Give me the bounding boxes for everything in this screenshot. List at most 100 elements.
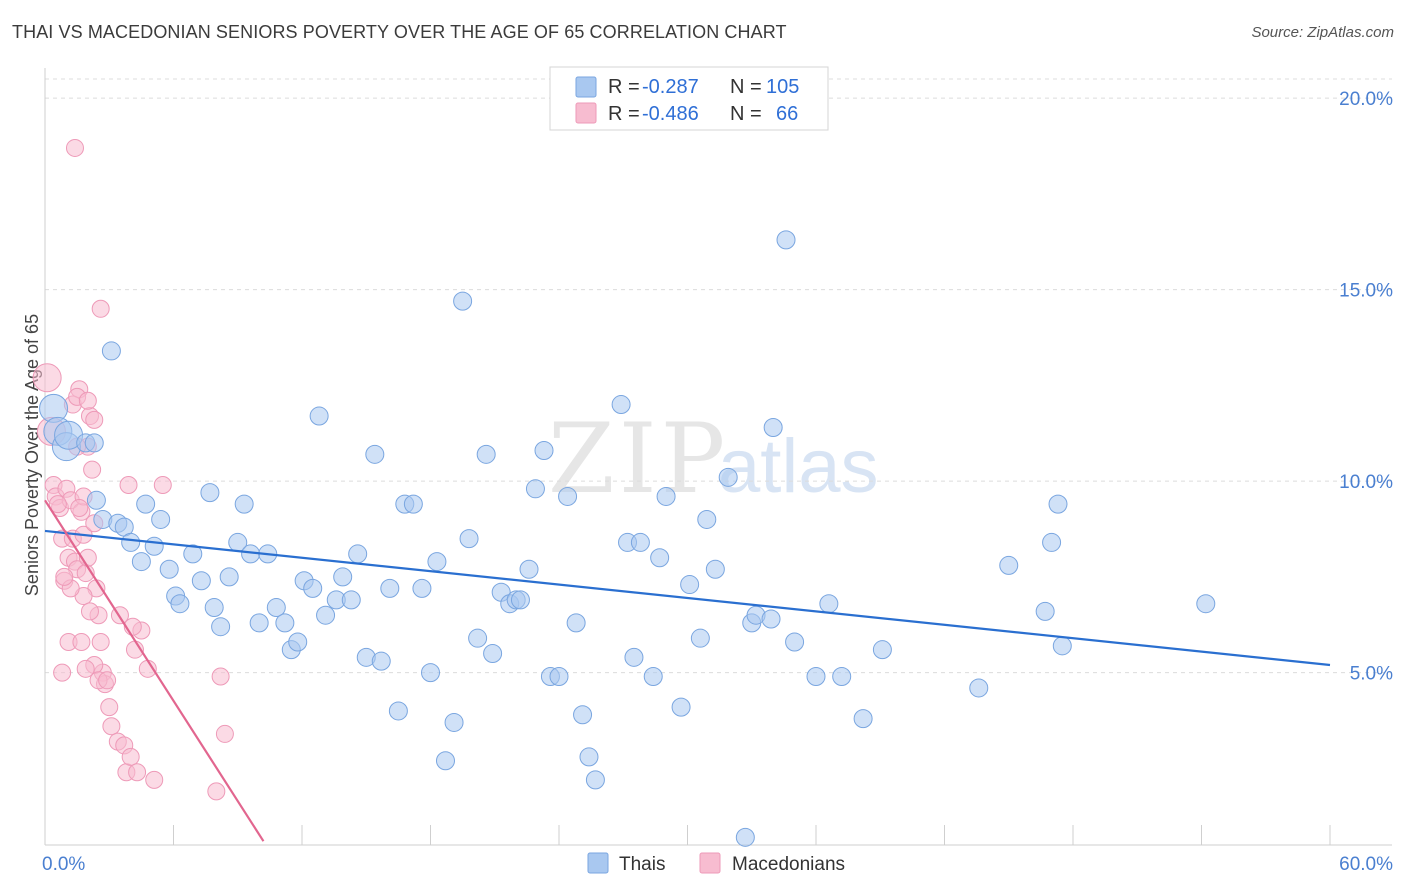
thais-point-98 xyxy=(999,555,1019,575)
thais-point-5 xyxy=(101,341,121,361)
thais-point-68 xyxy=(566,613,586,633)
thais-points xyxy=(39,230,1216,847)
macedonians-point-54 xyxy=(211,667,230,686)
macedonians-point-37 xyxy=(98,671,117,690)
thais-point-36 xyxy=(316,605,336,625)
thais-point-40 xyxy=(348,544,368,564)
thais-point-27 xyxy=(249,613,269,633)
legend-macedonians-r-label: R = xyxy=(608,103,640,125)
macedonians-point-0 xyxy=(32,363,62,393)
trend-lines xyxy=(44,499,1331,842)
macedonians-point-31 xyxy=(85,410,104,429)
thais-point-38 xyxy=(333,567,353,587)
macedonians-points xyxy=(32,138,234,801)
macedonians-point-64 xyxy=(76,659,95,678)
legend-bottom-macedonians-label: Macedonians xyxy=(732,854,845,875)
thais-point-34 xyxy=(303,578,323,598)
thais-point-100 xyxy=(1042,532,1062,552)
thais-point-92 xyxy=(806,666,826,686)
watermark-zip: ZIP xyxy=(548,403,729,515)
legend-thais-n-label: N = xyxy=(730,76,762,98)
macedonians-point-29 xyxy=(65,138,84,157)
thais-point-69 xyxy=(573,705,593,725)
thais-point-15 xyxy=(159,559,179,579)
thais-point-10 xyxy=(121,532,141,552)
thais-point-85 xyxy=(735,827,755,847)
thais-point-67 xyxy=(558,486,578,506)
macedonians-point-23 xyxy=(91,633,110,652)
thais-point-84 xyxy=(718,467,738,487)
thais-point-80 xyxy=(680,575,700,595)
legend-top: R = -0.287 N = 105 R = -0.486 N = 66 xyxy=(549,66,829,131)
watermark-atlas: atlas xyxy=(718,424,879,509)
thais-point-43 xyxy=(371,651,391,671)
thais-point-82 xyxy=(697,509,717,529)
y-tick-label-5: 5.0% xyxy=(1350,664,1393,685)
legend-bottom-macedonians-swatch xyxy=(699,852,721,874)
thais-point-74 xyxy=(624,647,644,667)
thais-point-93 xyxy=(819,594,839,614)
macedonians-point-61 xyxy=(53,663,72,682)
thais-point-51 xyxy=(435,751,455,771)
thais-point-61 xyxy=(510,590,530,610)
thais-point-77 xyxy=(650,548,670,568)
macedonians-point-32 xyxy=(91,299,110,318)
thais-point-96 xyxy=(872,640,892,660)
thais-point-81 xyxy=(690,628,710,648)
thais-point-17 xyxy=(170,594,190,614)
thais-point-79 xyxy=(671,697,691,717)
thais-point-83 xyxy=(705,559,725,579)
y-tick-label-10: 10.0% xyxy=(1339,472,1393,493)
legend-macedonians-r-value: -0.486 xyxy=(642,103,699,125)
thais-point-52 xyxy=(444,712,464,732)
thais-point-55 xyxy=(468,628,488,648)
legend-bottom: Thais Macedonians xyxy=(587,852,845,875)
thais-point-47 xyxy=(403,494,423,514)
legend-macedonians-swatch xyxy=(575,102,597,124)
macedonians-point-48 xyxy=(145,770,164,789)
macedonians-point-38 xyxy=(100,698,119,717)
legend-macedonians-n-value: 66 xyxy=(776,103,798,125)
thais-point-18 xyxy=(183,544,203,564)
chart-title: THAI VS MACEDONIAN SENIORS POVERTY OVER … xyxy=(12,22,787,42)
thais-point-11 xyxy=(131,552,151,572)
thais-point-53 xyxy=(453,291,473,311)
thais-point-91 xyxy=(785,632,805,652)
thais-point-22 xyxy=(211,617,231,637)
macedonians-point-56 xyxy=(70,498,89,517)
thais-point-50 xyxy=(427,552,447,572)
y-tick-label-15: 15.0% xyxy=(1339,281,1393,302)
gridlines xyxy=(45,78,1392,674)
thais-point-66 xyxy=(549,666,569,686)
watermark: ZIP atlas xyxy=(548,403,879,515)
thais-point-56 xyxy=(476,444,496,464)
legend-thais-swatch xyxy=(575,76,597,98)
y-axis-label: Seniors Poverty Over the Age of 65 xyxy=(22,314,42,596)
legend-thais-r-value: -0.287 xyxy=(642,76,699,98)
x-tick-label-min: 0.0% xyxy=(42,854,85,875)
thais-point-99 xyxy=(1035,601,1055,621)
thais-point-70 xyxy=(579,747,599,767)
thais-point-25 xyxy=(234,494,254,514)
legend-bottom-thais-label: Thais xyxy=(619,854,665,875)
y-tick-label-20: 20.0% xyxy=(1339,89,1393,110)
thais-point-63 xyxy=(525,479,545,499)
thais-point-23 xyxy=(219,567,239,587)
macedonians-point-49 xyxy=(153,475,172,494)
macedonians-point-51 xyxy=(119,475,138,494)
macedonians-point-53 xyxy=(207,782,226,801)
macedonians-point-58 xyxy=(55,567,74,586)
thais-point-101 xyxy=(1048,494,1068,514)
macedonians-point-39 xyxy=(102,717,121,736)
macedonians-point-30 xyxy=(78,391,97,410)
thais-point-19 xyxy=(191,571,211,591)
thais-point-14 xyxy=(151,509,171,529)
thais-point-71 xyxy=(585,770,605,790)
legend-macedonians-n-label: N = xyxy=(730,103,762,125)
x-tick-label-max: 60.0% xyxy=(1339,854,1393,875)
thais-point-57 xyxy=(483,644,503,663)
macedonians-point-60 xyxy=(72,633,91,652)
thais-trend-line xyxy=(44,529,1331,667)
tick-labels: 5.0% 10.0% 15.0% 20.0% 0.0% 60.0% xyxy=(42,89,1393,875)
thais-point-13 xyxy=(144,536,164,556)
